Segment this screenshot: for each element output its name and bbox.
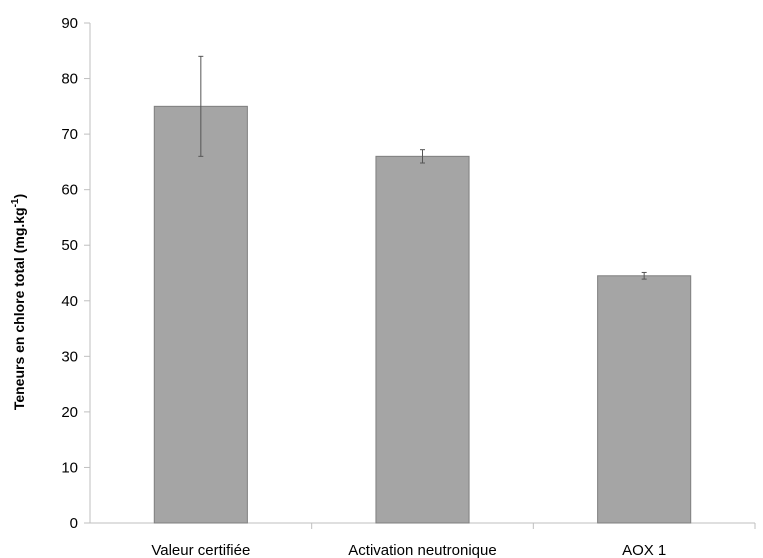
y-tick-label: 80 [61,71,78,88]
category-label: Activation neutronique [348,542,496,558]
y-axis: 0 10 20 30 40 50 60 70 80 90 [61,15,91,532]
y-tick-label: 70 [61,126,78,143]
y-axis-title: Teneurs en chlore total (mg.kg-1) [10,194,27,410]
y-axis-title-main: Teneurs en chlore total (mg.kg [11,207,27,410]
y-tick-label: 0 [70,515,78,532]
y-tick-label: 90 [61,15,78,32]
error-bars [198,55,647,280]
category-label: AOX 1 [622,542,666,558]
y-tick-label: 30 [61,348,78,365]
y-axis-title-end: ) [11,194,27,199]
x-axis [90,522,756,529]
bar [375,155,470,524]
category-labels: Valeur certifiée Activation neutronique AO… [151,542,666,558]
y-tick-label: 20 [61,404,78,421]
bar [153,105,248,524]
bars [153,105,692,524]
category-label: Valeur certifiée [151,542,250,558]
y-axis-title-superscript: -1 [10,198,21,207]
y-tick-label: 40 [61,293,78,310]
y-tick-label: 10 [61,459,78,476]
bar [597,275,692,524]
y-tick-label: 60 [61,182,78,199]
y-tick-label: 50 [61,237,78,254]
